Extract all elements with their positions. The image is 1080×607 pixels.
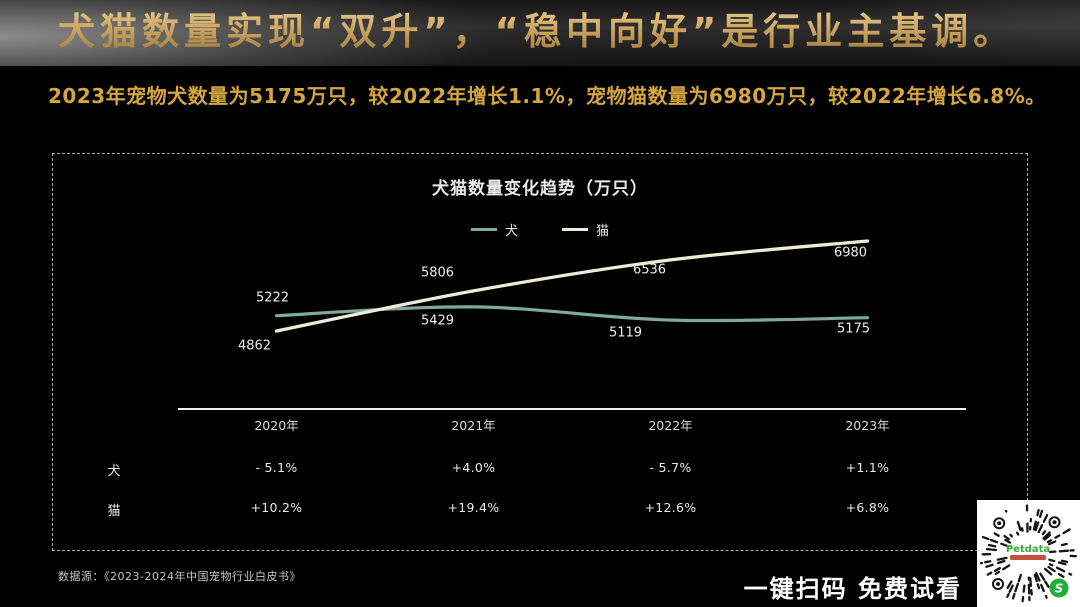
qr-eye xyxy=(992,578,1004,590)
chart-title: 犬猫数量变化趋势（万只） xyxy=(432,179,648,199)
qr-dot xyxy=(1047,540,1057,546)
legend-item-cat: 猫 xyxy=(562,220,609,239)
qr-dot xyxy=(1047,565,1056,573)
qr-eye-dot xyxy=(997,521,1002,526)
data-label: 6980 xyxy=(834,246,867,261)
page-title: 犬猫数量实现“双升”，“稳中向好”是行业主基调。 xyxy=(0,0,1015,53)
qr-dot xyxy=(1043,533,1052,541)
qr-dot xyxy=(1011,592,1016,600)
data-label: 6536 xyxy=(633,263,666,278)
qr-dot xyxy=(1033,573,1038,583)
qr-dot xyxy=(1041,530,1047,536)
cat-line-swatch xyxy=(562,227,588,231)
qr-dot xyxy=(1060,542,1068,547)
qr-dot xyxy=(981,535,990,541)
qr-dot xyxy=(1020,527,1024,532)
title-banner: 犬猫数量实现“双升”，“稳中向好”是行业主基调。 xyxy=(0,0,1080,66)
qr-eye xyxy=(1048,516,1061,529)
scan-cta: 一键扫码 免费试看 xyxy=(743,575,962,603)
qr-dot xyxy=(1017,573,1023,583)
qr-eye-dot xyxy=(996,582,1000,586)
qr-dot xyxy=(1016,531,1020,536)
dog-line-swatch xyxy=(470,227,497,231)
qr-dot xyxy=(993,567,1002,572)
subtitle-text: 2023年宠物犬数量为5175万只，较2022年增长1.1%，宠物猫数量为698… xyxy=(48,84,1046,108)
qr-dot xyxy=(1002,564,1011,571)
chart-legend: 犬 猫 xyxy=(53,220,1027,239)
data-label: 5222 xyxy=(256,290,289,305)
qr-dot xyxy=(1009,533,1014,538)
qr-dot xyxy=(1044,580,1050,588)
qr-dot xyxy=(1000,542,1010,548)
qr-dot xyxy=(1040,583,1045,593)
trend-chart: 5222 5429 5119 5175 4862 5806 6536 6980 xyxy=(178,239,966,410)
chart-panel: 犬猫数量变化趋势（万只） 犬 猫 5222 5429 5119 5175 4862 580… xyxy=(52,153,1028,551)
qr-dot xyxy=(987,543,997,548)
miniprogram-badge xyxy=(1049,578,1069,598)
qr-dot xyxy=(1021,595,1025,603)
qr-dot xyxy=(1008,584,1014,593)
qr-dot xyxy=(1029,576,1033,588)
qr-dot xyxy=(1036,583,1041,590)
qr-dot xyxy=(1046,539,1053,544)
qr-dot xyxy=(997,559,1006,565)
qr-dot xyxy=(1039,572,1046,581)
qr-dot xyxy=(989,538,999,544)
qr-dot xyxy=(1055,566,1066,573)
qr-dot xyxy=(1032,520,1037,531)
data-label: 5806 xyxy=(421,266,454,281)
dog-trend-line xyxy=(274,305,870,323)
qr-code: Petdata S xyxy=(977,500,1080,607)
qr-dot xyxy=(985,563,994,568)
qr-dot xyxy=(1058,549,1070,553)
qr-dot xyxy=(1048,558,1056,563)
qr-dot xyxy=(1022,584,1026,593)
qr-dot xyxy=(985,547,998,552)
qr-dot xyxy=(1038,509,1044,518)
qr-dot xyxy=(984,560,992,564)
qr-slogan-mark xyxy=(1010,555,1046,560)
legend-item-dog: 犬 xyxy=(470,220,518,239)
qr-dot xyxy=(993,532,1000,537)
qr-dot xyxy=(1042,531,1051,540)
qr-dot xyxy=(1044,594,1048,599)
qr-brand-label: Petdata xyxy=(1006,544,1050,555)
legend-label-dog: 犬 xyxy=(504,223,518,239)
data-label: 5429 xyxy=(421,314,454,329)
source-note: 数据源：《2023-2024年中国宠物行业白皮书》 xyxy=(58,570,301,583)
qr-dot xyxy=(1062,528,1071,535)
qr-dot xyxy=(1006,580,1013,590)
qr-dot xyxy=(1037,524,1044,534)
qr-dot xyxy=(1068,572,1073,576)
data-label: 5175 xyxy=(837,321,870,336)
qr-dot xyxy=(1036,508,1040,517)
qr-code-graphic: Petdata S xyxy=(979,504,1078,603)
miniprogram-badge-letter: S xyxy=(1055,582,1064,596)
qr-dot xyxy=(1054,534,1061,539)
qr-dot xyxy=(1057,572,1065,579)
qr-dot xyxy=(1003,534,1010,541)
cat-trend-line xyxy=(274,239,870,333)
qr-dot xyxy=(1042,513,1049,523)
qr-dot xyxy=(1004,538,1012,544)
data-label: 4862 xyxy=(238,339,271,354)
qr-dot xyxy=(986,571,993,576)
qr-dot xyxy=(996,556,1008,561)
qr-dot xyxy=(1006,592,1010,598)
qr-dot xyxy=(994,570,1001,576)
qr-dot xyxy=(1016,520,1022,532)
qr-dot xyxy=(1060,559,1069,564)
qr-dot xyxy=(1034,521,1040,532)
qr-eye-dot xyxy=(1052,520,1057,525)
qr-dot xyxy=(1057,561,1067,566)
qr-dot xyxy=(1014,582,1020,593)
qr-eye xyxy=(993,517,1006,530)
legend-label-cat: 猫 xyxy=(596,223,610,239)
qr-dot xyxy=(1048,563,1054,567)
qr-dot xyxy=(1035,572,1041,582)
qr-dot xyxy=(1043,567,1053,576)
data-label: 5119 xyxy=(609,326,642,341)
